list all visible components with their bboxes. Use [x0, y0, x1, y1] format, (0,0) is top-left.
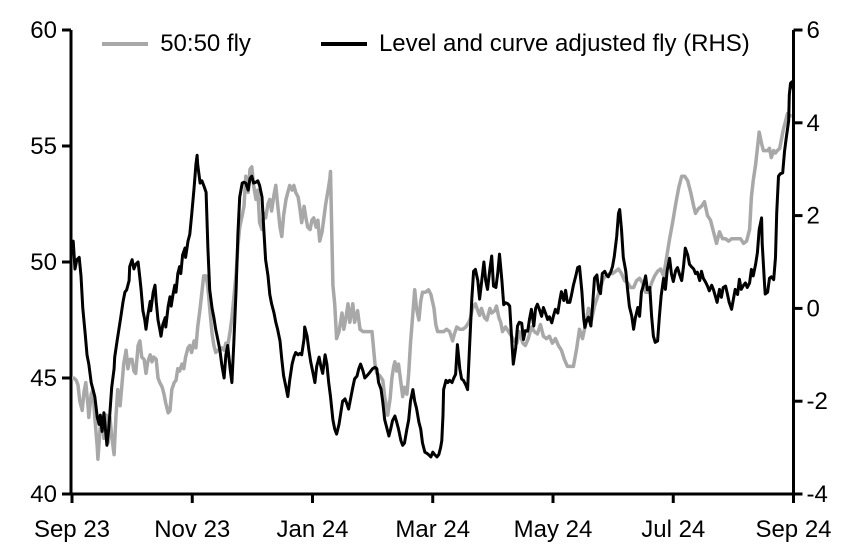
x-axis-tick-label: Nov 23 — [154, 516, 230, 543]
x-axis-tick-label: Sep 23 — [34, 516, 110, 543]
y-axis-right-tick-label: 6 — [807, 17, 820, 44]
series-level-curve-adjusted-fly-line — [70, 80, 795, 459]
y-axis-right-tick-label: -2 — [807, 388, 828, 415]
y-axis-left-tick-label: 45 — [30, 365, 57, 392]
y-axis-left-tick-label: 50 — [30, 249, 57, 276]
y-axis-right-tick-label: 2 — [807, 203, 820, 230]
y-axis-left-tick-label: 55 — [30, 133, 57, 160]
series-5050-fly-line — [72, 111, 792, 461]
y-axis-right-tick-label: 0 — [807, 295, 820, 322]
x-axis-tick-label: Jan 24 — [276, 516, 348, 543]
y-axis-right-tick-label: 4 — [807, 110, 820, 137]
x-axis-tick-label: Mar 24 — [395, 516, 470, 543]
y-axis-left-tick-label: 60 — [30, 17, 57, 44]
x-axis-tick-label: Sep 24 — [755, 516, 831, 543]
x-axis-tick-label: May 24 — [514, 516, 593, 543]
x-axis-tick-label: Jul 24 — [641, 516, 705, 543]
y-axis-left-tick-label: 40 — [30, 481, 57, 508]
y-axis-right-tick-label: -4 — [807, 481, 828, 508]
